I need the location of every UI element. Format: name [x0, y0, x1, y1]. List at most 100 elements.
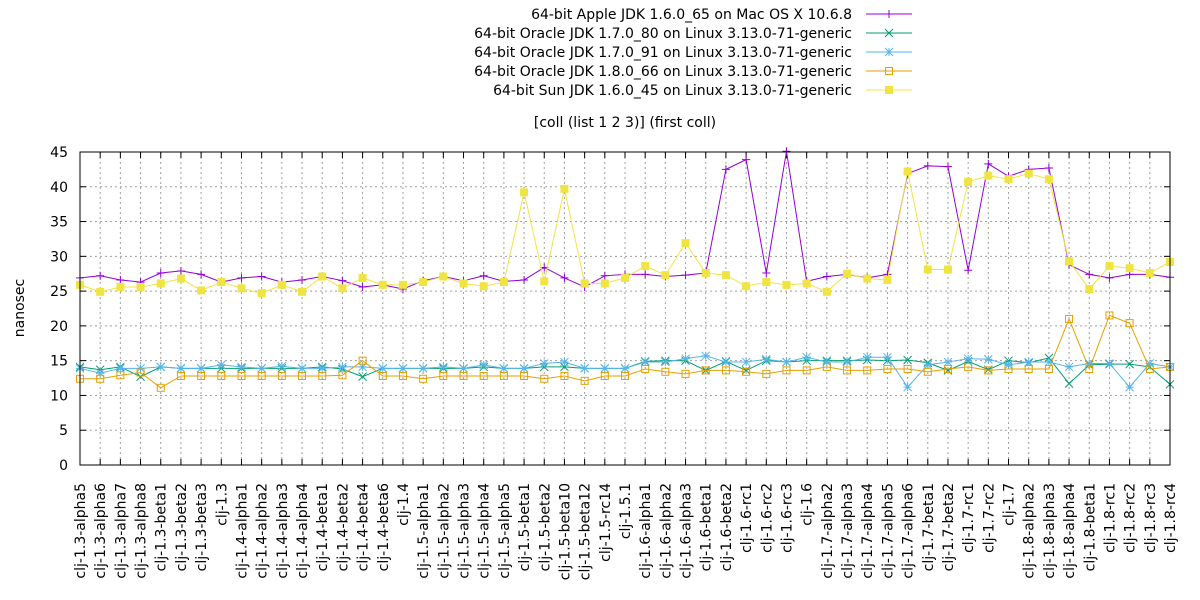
x-tick-label: clj-1.4-beta6 [376, 483, 392, 571]
data-point [681, 239, 690, 248]
data-point [217, 278, 226, 287]
data-point [580, 279, 589, 288]
data-point [863, 274, 872, 283]
data-point [1064, 379, 1074, 388]
data-point [358, 356, 367, 365]
x-tick-label: clj-1.7-rc1 [961, 483, 977, 553]
data-point [782, 366, 791, 375]
data-point [1084, 359, 1094, 368]
data-point [701, 351, 711, 361]
x-tick-label: clj-1.5-alpha4 [477, 483, 493, 579]
data-point [298, 371, 307, 380]
data-point [903, 355, 912, 365]
data-point [257, 371, 266, 380]
x-tick-label: clj-1.6-alpha3 [679, 483, 695, 579]
x-tick-label: clj-1.5-beta10 [557, 483, 573, 580]
x-tick-label: clj-1.7-alpha2 [820, 483, 836, 579]
data-point [1105, 262, 1114, 271]
data-point [843, 366, 852, 375]
data-point [419, 374, 428, 383]
data-point [721, 357, 731, 367]
data-point [923, 367, 932, 376]
data-point [539, 359, 549, 368]
x-tick-label: clj-1.7-alpha3 [840, 483, 856, 579]
x-tick-label: clj-1.6-rc3 [779, 483, 795, 553]
data-point [520, 188, 529, 197]
data-point [277, 361, 287, 371]
data-point [398, 371, 407, 380]
data-point [1085, 285, 1094, 294]
data-point [640, 357, 650, 367]
x-tick-label: clj-1.5-beta1 [517, 483, 533, 571]
data-point [1065, 257, 1074, 266]
data-point [116, 371, 125, 380]
y-tick-label: 5 [59, 423, 68, 439]
x-tick-label: clj-1.7-alpha5 [880, 483, 896, 579]
data-point [358, 282, 367, 291]
data-point [338, 284, 347, 293]
data-point [822, 287, 831, 296]
data-point [782, 357, 791, 367]
data-point [903, 365, 912, 374]
data-point [116, 282, 125, 291]
data-point [1105, 311, 1114, 320]
x-tick-label: clj-1.3 [214, 483, 230, 526]
data-point [842, 357, 852, 367]
x-tick-label: clj-1.7-beta1 [921, 483, 937, 571]
data-point [378, 280, 387, 289]
data-point [237, 371, 246, 380]
x-tick-label: clj-1.8-alpha2 [1022, 483, 1038, 579]
x-tick-label: clj-1.8-rc2 [1123, 483, 1139, 553]
data-point [1065, 314, 1074, 323]
data-point [621, 371, 629, 380]
data-point [862, 352, 872, 362]
data-point [963, 354, 973, 363]
data-point [964, 362, 973, 371]
data-point [499, 363, 509, 373]
data-point [156, 269, 165, 278]
data-point [156, 383, 165, 392]
data-point [600, 371, 609, 380]
data-point [1145, 269, 1154, 278]
data-point [923, 161, 932, 170]
data-point [560, 273, 569, 282]
data-point [883, 275, 892, 284]
data-point [742, 282, 751, 291]
chart-title: [coll (list 1 2 3)] (first coll) [534, 115, 716, 131]
grid-layer [80, 152, 1170, 465]
data-point [277, 371, 286, 380]
data-point [96, 271, 105, 280]
data-point [621, 273, 629, 282]
legend-label: 64-bit Oracle JDK 1.7.0_80 on Linux 3.13… [474, 26, 852, 42]
data-point [378, 371, 387, 380]
x-tick-label: clj-1.6-alpha2 [658, 483, 674, 579]
data-point [863, 366, 872, 375]
x-tick-label: clj-1.7-alpha6 [901, 483, 917, 579]
y-tick-label: 15 [50, 354, 68, 370]
x-tick-label: clj-1.6 [800, 483, 816, 526]
data-point [600, 363, 610, 373]
data-point [964, 266, 973, 275]
data-point [459, 279, 468, 288]
legend-label: 64-bit Oracle JDK 1.8.0_66 on Linux 3.13… [474, 64, 852, 80]
data-point [136, 363, 145, 373]
data-point [217, 371, 226, 380]
data-point [681, 369, 690, 378]
data-point [721, 366, 730, 375]
data-point [156, 279, 165, 288]
x-tick-label: clj-1.4-alpha2 [255, 483, 271, 579]
data-point [338, 371, 347, 380]
data-point [661, 271, 670, 280]
x-tick-label: clj-1.3-alpha5 [73, 483, 89, 579]
series-4 [76, 311, 1174, 392]
data-point [1044, 357, 1054, 367]
data-point [176, 274, 185, 283]
x-tick-label: clj-1.8-rc1 [1102, 483, 1118, 553]
data-point [116, 363, 125, 373]
data-point [883, 352, 892, 362]
data-point [943, 357, 953, 367]
x-tick-label: clj-1.6-beta1 [699, 483, 715, 571]
x-tick-label: clj-1.4-alpha1 [234, 483, 250, 579]
y-tick-label: 35 [50, 215, 68, 231]
